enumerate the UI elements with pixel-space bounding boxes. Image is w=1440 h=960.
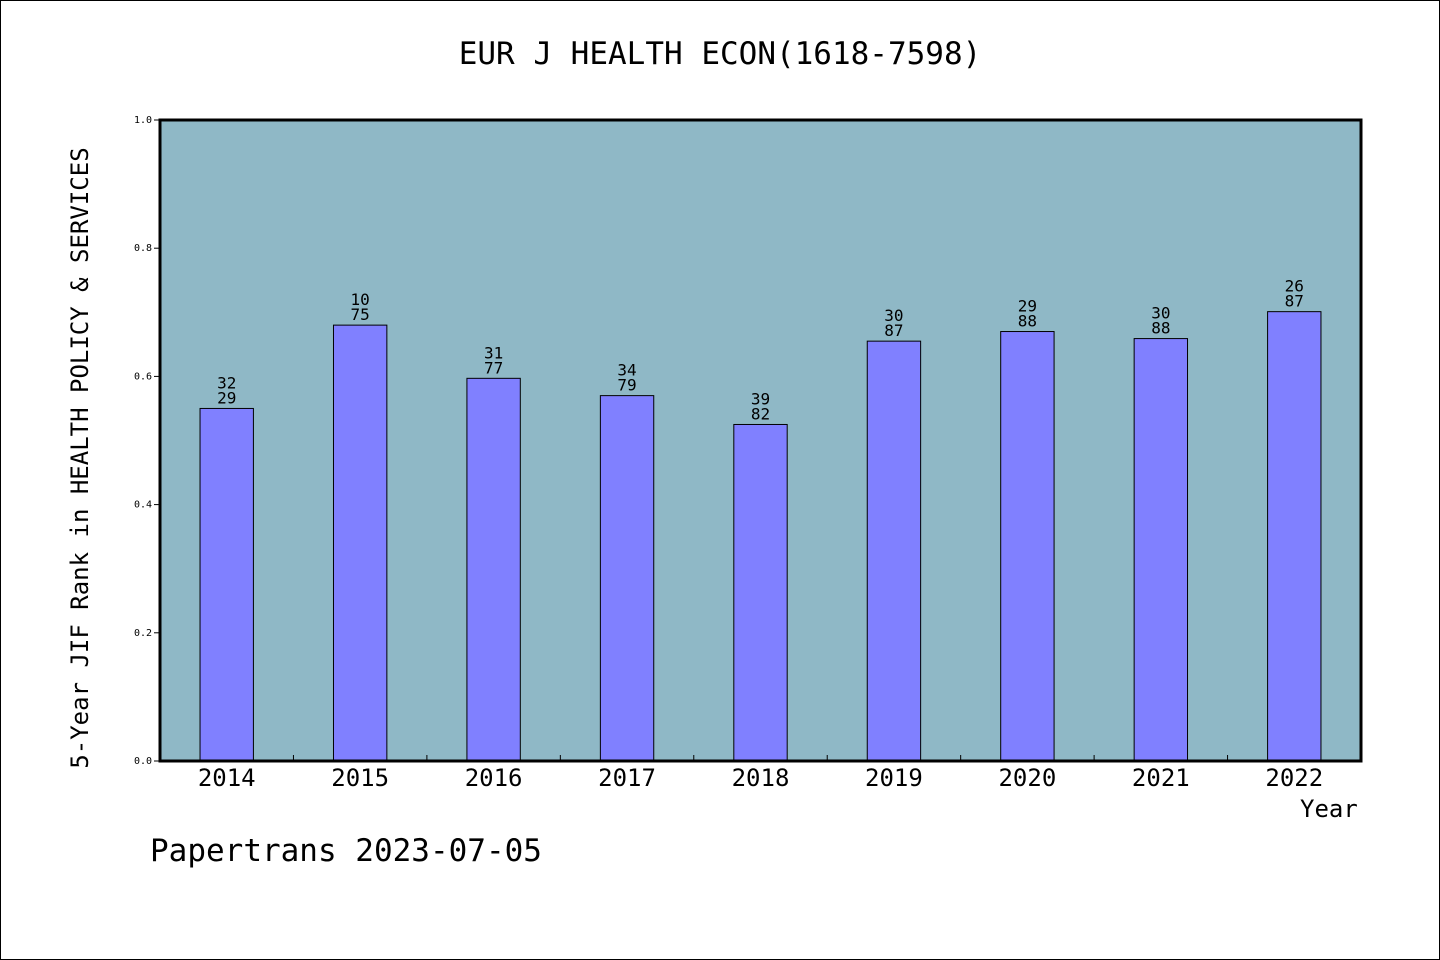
y-tick-label: 0.2	[134, 628, 152, 639]
bar-label-rank: 10	[351, 290, 370, 309]
plot-border	[158, 118, 1363, 763]
bar-label-total: 75	[351, 305, 370, 324]
x-tick-label: 2021	[1132, 764, 1190, 792]
bar-label-total: 77	[484, 358, 503, 377]
bar-label-rank: 30	[884, 306, 903, 325]
bar-2014	[199, 407, 254, 762]
x-axis-title: Year	[1300, 795, 1358, 823]
bar-label-rank: 32	[217, 373, 236, 392]
bar-label-rank: 39	[751, 389, 770, 408]
ticks-layer: 0.0 0.2 0.4 0.6 0.8 1.0 2014 2015 2016 2017 2018 20…	[134, 115, 1323, 792]
chart-title: EUR J HEALTH ECON(1618-7598)	[458, 36, 982, 72]
y-tick-label: 1.0	[134, 115, 152, 126]
y-tick-label: 0.8	[134, 243, 152, 254]
bar-2021	[1133, 338, 1189, 762]
y-tick-label: 0.6	[134, 371, 152, 382]
x-tick-label: 2016	[465, 764, 523, 792]
bar-label-rank: 31	[484, 343, 503, 362]
x-tick-label: 2018	[732, 764, 790, 792]
bar-label-total: 87	[884, 321, 903, 340]
bar-label-rank: 26	[1285, 277, 1304, 296]
bar-2022	[1267, 311, 1322, 762]
bar-2015	[332, 324, 388, 762]
bar-label-rank: 34	[617, 361, 636, 380]
bar-label-total: 88	[1018, 312, 1037, 331]
bar-label-total: 79	[617, 376, 636, 395]
bar-label-total: 82	[751, 404, 770, 423]
bar-label-total: 87	[1285, 292, 1304, 311]
footer-note: Papertrans 2023-07-05	[150, 833, 542, 869]
x-tick-label: 2014	[198, 764, 256, 792]
bar-label-total: 29	[217, 388, 236, 407]
y-tick-label: 0.4	[134, 500, 152, 511]
bar-2018	[733, 423, 788, 762]
bar-label-rank: 30	[1151, 304, 1170, 323]
bar-label-rank: 29	[1018, 297, 1037, 316]
y-tick-label: 0.0	[134, 756, 152, 767]
bar-2019	[866, 340, 922, 762]
bar-label-total: 88	[1151, 319, 1170, 338]
x-tick-label: 2015	[331, 764, 389, 792]
bar-2017	[599, 395, 655, 762]
x-tick-label: 2017	[598, 764, 656, 792]
bar-2016	[466, 377, 521, 762]
x-tick-label: 2020	[998, 764, 1056, 792]
x-tick-label: 2022	[1265, 764, 1323, 792]
x-tick-label: 2019	[865, 764, 923, 792]
bar-2020	[1000, 331, 1055, 762]
